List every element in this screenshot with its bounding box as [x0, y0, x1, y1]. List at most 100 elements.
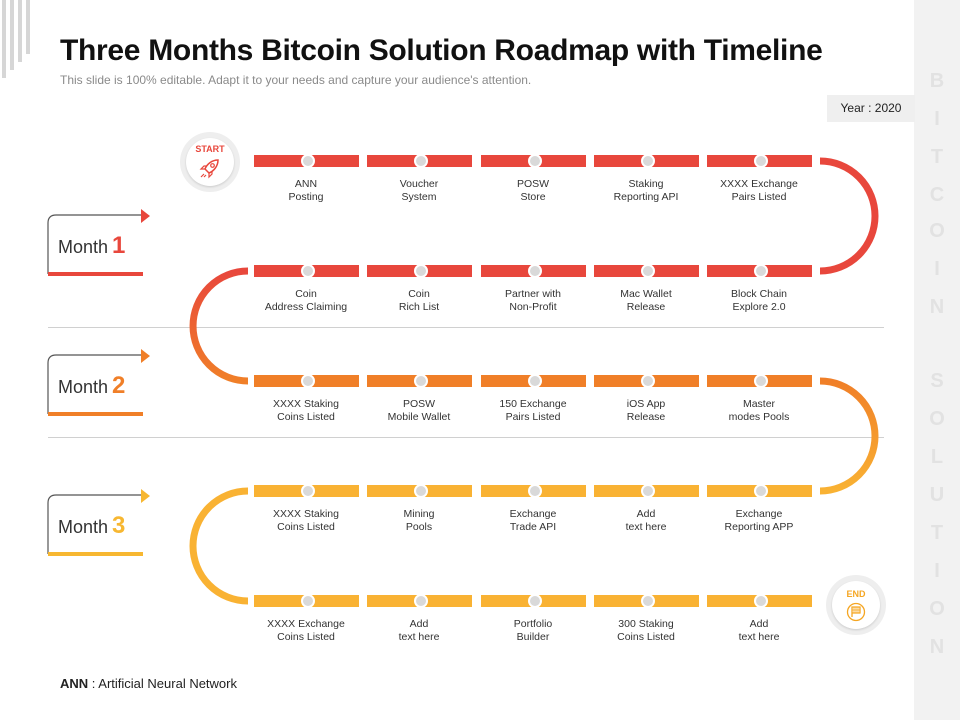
milestone-label: Staking Reporting API	[586, 178, 706, 204]
milestone-label-line: Mobile Wallet	[387, 411, 451, 423]
milestone-dot	[301, 374, 315, 388]
milestone-label-line: Coins Listed	[617, 631, 675, 643]
month-label-text: Month	[58, 377, 109, 397]
timeline-segment	[707, 594, 812, 608]
milestone-dot	[301, 264, 315, 278]
triangle-marker-icon	[141, 209, 150, 223]
milestone-label-line: ANN	[294, 178, 318, 190]
milestone-label-line: Coins Listed	[277, 521, 335, 533]
milestone-label: Coin Address Claiming	[246, 288, 366, 314]
milestone-label-line: modes Pools	[728, 411, 790, 423]
timeline-segment	[594, 594, 699, 608]
month-3-card: Month 3	[46, 489, 150, 556]
milestone-label: Master modes Pools	[699, 398, 819, 424]
sidebar-letter: U	[929, 484, 945, 506]
milestone-label-line: Add	[409, 618, 429, 630]
milestone-label-line: Release	[626, 411, 666, 423]
milestone-label-line: POSW	[402, 398, 436, 410]
month-label: Month 1	[58, 232, 125, 260]
milestone-dot	[641, 264, 655, 278]
milestone-dot	[754, 374, 768, 388]
milestone-dot	[301, 594, 315, 608]
triangle-marker-icon	[141, 489, 150, 503]
milestone-label: Mac Wallet Release	[586, 288, 706, 314]
timeline-segment	[254, 154, 359, 168]
milestone-dot	[414, 374, 428, 388]
milestone-dot	[301, 484, 315, 498]
footnote: ANN : Artificial Neural Network	[60, 676, 237, 691]
milestone-label-line: Store	[520, 191, 546, 203]
milestone-label: XXXX Exchange Pairs Listed	[699, 178, 819, 204]
milestone-label-line: text here	[738, 631, 780, 643]
milestone-label: POSW Mobile Wallet	[359, 398, 479, 424]
milestone-dot	[641, 484, 655, 498]
sidebar-letter: I	[934, 258, 940, 280]
milestone-label-line: Master	[742, 398, 776, 410]
month-card-frame	[47, 494, 143, 556]
milestone-label: Block Chain Explore 2.0	[699, 288, 819, 314]
curve-connector-2	[189, 267, 249, 385]
milestone-label-line: Release	[626, 301, 666, 313]
milestone-label-line: Rich List	[398, 301, 440, 313]
milestone-label-line: Explore 2.0	[732, 301, 786, 313]
milestone-label: iOS App Release	[586, 398, 706, 424]
month-label: Month 3	[58, 512, 125, 540]
month-card-frame	[47, 214, 143, 276]
timeline-segment	[707, 484, 812, 498]
timeline-segment	[367, 154, 472, 168]
milestone-label-line: 300 Staking	[618, 618, 674, 630]
milestone-label-line: POSW	[516, 178, 550, 190]
milestone-label-line: Coin	[295, 288, 317, 300]
timeline-segment	[367, 374, 472, 388]
milestone-label: 300 Staking Coins Listed	[586, 618, 706, 644]
sidebar-letter: N	[929, 636, 945, 658]
month-2-card: Month 2	[46, 349, 150, 416]
milestone-label-line: Add	[749, 618, 769, 630]
sidebar-letter: I	[934, 108, 940, 130]
sidebar-letter: L	[930, 446, 944, 468]
month-card-frame	[47, 354, 143, 416]
year-label: Year : 2020	[827, 95, 915, 122]
milestone-label: Add text here	[586, 508, 706, 534]
milestone-label-line: Reporting APP	[724, 521, 794, 533]
sidebar-letter: C	[929, 184, 945, 206]
month-number: 2	[112, 372, 126, 399]
milestone-label-line: Non-Profit	[509, 301, 557, 313]
milestone-dot	[641, 594, 655, 608]
milestone-dot	[754, 594, 768, 608]
milestone-label-line: Reporting API	[613, 191, 679, 203]
milestone-label-line: text here	[398, 631, 440, 643]
milestone-dot	[528, 594, 542, 608]
timeline-segment	[594, 264, 699, 278]
end-label: END	[846, 589, 866, 599]
milestone-label: Exchange Trade API	[473, 508, 593, 534]
milestone-label-line: Coins Listed	[277, 411, 335, 423]
sidebar-letter: T	[930, 522, 944, 544]
section-divider	[48, 437, 884, 438]
milestone-dot	[754, 484, 768, 498]
month-label-text: Month	[58, 517, 109, 537]
milestone-label-line: Pairs Listed	[505, 411, 561, 423]
rocket-icon	[199, 159, 219, 179]
milestone-label-line: Mac Wallet	[620, 288, 672, 300]
timeline-segment	[254, 374, 359, 388]
milestone-label-line: XXXX Staking	[273, 398, 339, 410]
milestone-label-line: Coin	[408, 288, 430, 300]
sidebar-letter: I	[934, 560, 940, 582]
milestone-label-line: Builder	[516, 631, 550, 643]
timeline-segment	[254, 484, 359, 498]
milestone-dot	[414, 484, 428, 498]
milestone-dot	[528, 484, 542, 498]
milestone-label: Add text here	[699, 618, 819, 644]
triangle-marker-icon	[141, 349, 150, 363]
milestone-dot	[528, 154, 542, 168]
milestone-label: XXXX Staking Coins Listed	[246, 398, 366, 424]
milestone-label-line: Pools	[405, 521, 433, 533]
milestone-label-line: Voucher	[399, 178, 439, 190]
milestone-label: Voucher System	[359, 178, 479, 204]
end-badge: END	[826, 575, 886, 635]
month-label-text: Month	[58, 237, 109, 257]
timeline-segment	[707, 264, 812, 278]
